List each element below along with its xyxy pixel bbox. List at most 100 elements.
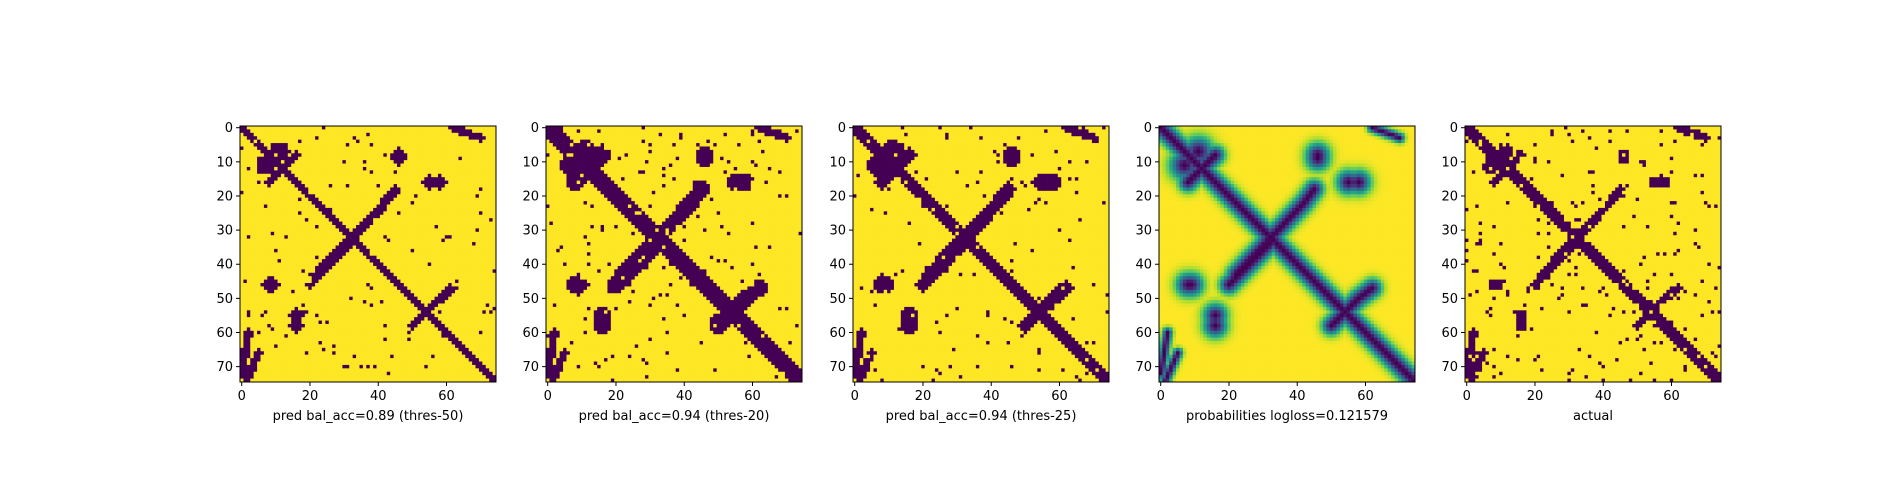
heatmap-cell bbox=[335, 221, 340, 226]
heatmap-cell bbox=[424, 204, 429, 209]
heatmap-cell bbox=[352, 221, 357, 226]
heatmap-cell bbox=[489, 132, 493, 137]
heatmap-cell bbox=[240, 156, 244, 161]
heatmap-cell bbox=[240, 190, 244, 195]
heatmap-cell bbox=[376, 211, 381, 216]
heatmap-cell bbox=[253, 211, 258, 216]
heatmap-cell bbox=[304, 272, 309, 277]
heatmap-cell bbox=[332, 218, 336, 222]
heatmap-cell bbox=[304, 300, 309, 304]
heatmap-cell bbox=[362, 187, 367, 192]
heatmap-cell bbox=[403, 347, 408, 352]
heatmap-cell bbox=[485, 313, 490, 318]
heatmap-cell bbox=[383, 293, 388, 298]
heatmap-cell bbox=[277, 194, 282, 199]
heatmap-cell bbox=[345, 136, 350, 140]
heatmap-cell bbox=[342, 180, 347, 185]
heatmap-cell bbox=[369, 228, 374, 233]
heatmap-cell bbox=[301, 283, 306, 287]
heatmap-cell bbox=[328, 149, 333, 154]
heatmap-cell bbox=[400, 184, 405, 188]
heatmap-cell bbox=[397, 303, 401, 308]
heatmap-cell bbox=[465, 334, 470, 338]
heatmap-cell bbox=[393, 231, 398, 236]
heatmap-cell bbox=[243, 214, 248, 219]
heatmap-cell bbox=[461, 252, 466, 257]
heatmap-cell bbox=[260, 149, 265, 154]
heatmap-cell bbox=[284, 139, 289, 144]
heatmap-cell bbox=[403, 143, 408, 147]
heatmap-cell bbox=[362, 341, 367, 345]
heatmap-cell bbox=[393, 248, 398, 253]
heatmap-cell bbox=[472, 231, 476, 236]
heatmap-cell bbox=[441, 245, 446, 250]
heatmap-cell bbox=[366, 323, 371, 328]
heatmap-cell bbox=[246, 197, 251, 202]
heatmap-cell bbox=[414, 228, 418, 233]
heatmap-cell bbox=[287, 180, 292, 185]
heatmap-cell bbox=[298, 313, 302, 318]
heatmap-cell bbox=[315, 173, 319, 178]
heatmap-cell bbox=[427, 306, 432, 311]
heatmap-cell bbox=[465, 327, 470, 332]
heatmap-cell bbox=[414, 238, 418, 243]
heatmap-cell bbox=[359, 170, 364, 175]
heatmap-cell bbox=[257, 197, 261, 202]
heatmap-cell bbox=[240, 180, 244, 185]
heatmap-cell bbox=[325, 245, 330, 250]
heatmap-cell bbox=[468, 300, 473, 304]
heatmap-cell bbox=[240, 224, 244, 229]
heatmap-cell bbox=[277, 269, 282, 274]
heatmap-cell bbox=[263, 139, 268, 144]
heatmap-cell bbox=[352, 149, 357, 154]
heatmap-cell bbox=[284, 156, 289, 161]
heatmap-cell bbox=[352, 317, 357, 321]
heatmap-cell bbox=[376, 197, 381, 202]
heatmap-cell bbox=[287, 245, 292, 250]
heatmap-cell bbox=[328, 231, 333, 236]
heatmap-cell bbox=[260, 313, 265, 318]
heatmap-cell bbox=[444, 320, 449, 325]
heatmap-cell bbox=[448, 310, 452, 315]
heatmap-cell bbox=[485, 341, 490, 345]
heatmap-cell bbox=[390, 245, 394, 250]
heatmap-cell bbox=[434, 286, 439, 291]
heatmap-cell bbox=[441, 207, 446, 212]
heatmap-cell bbox=[414, 214, 418, 219]
heatmap-cell bbox=[270, 341, 275, 345]
heatmap-cell bbox=[301, 265, 306, 270]
heatmap-cell bbox=[318, 214, 323, 219]
heatmap-cell bbox=[441, 211, 446, 216]
heatmap-cell bbox=[424, 177, 429, 181]
heatmap-cell bbox=[298, 143, 302, 147]
heatmap-cell bbox=[390, 207, 394, 212]
heatmap-cell bbox=[246, 303, 251, 308]
heatmap-cell bbox=[356, 323, 360, 328]
heatmap-cell bbox=[284, 279, 289, 284]
heatmap-cell bbox=[400, 126, 405, 130]
heatmap-cell bbox=[287, 184, 292, 188]
heatmap-cell bbox=[298, 197, 302, 202]
heatmap-cell bbox=[356, 204, 360, 209]
heatmap-cell bbox=[345, 224, 350, 229]
heatmap-cell bbox=[417, 344, 422, 349]
heatmap-cell bbox=[362, 129, 367, 134]
heatmap-cell bbox=[434, 132, 439, 137]
heatmap-cell bbox=[465, 337, 470, 342]
heatmap-cell bbox=[349, 303, 353, 308]
heatmap-cell bbox=[304, 224, 309, 229]
heatmap-cell bbox=[373, 166, 377, 171]
heatmap-cell bbox=[332, 337, 336, 342]
heatmap-cell bbox=[356, 320, 360, 325]
heatmap-cell bbox=[400, 136, 405, 140]
heatmap-cell bbox=[342, 228, 347, 233]
heatmap-cell bbox=[369, 201, 374, 205]
heatmap-cell bbox=[301, 317, 306, 321]
heatmap-cell bbox=[328, 184, 333, 188]
heatmap-cell bbox=[376, 180, 381, 185]
heatmap-cell bbox=[485, 306, 490, 311]
heatmap-cell bbox=[359, 126, 364, 130]
heatmap-cell bbox=[431, 139, 435, 144]
heatmap-cell bbox=[356, 296, 360, 301]
heatmap-cell bbox=[304, 313, 309, 318]
